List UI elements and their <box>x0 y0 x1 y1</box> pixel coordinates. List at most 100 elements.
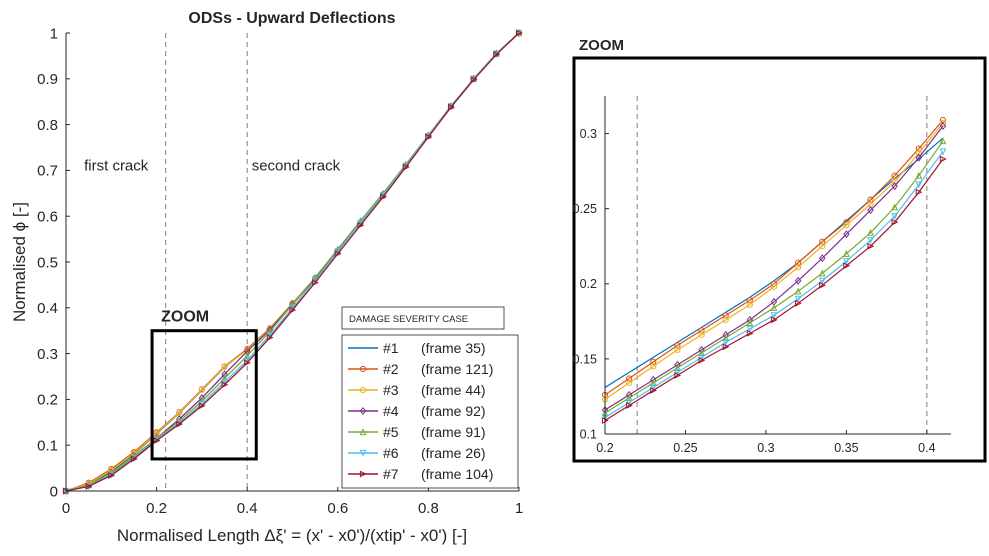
zoom-x-tick-label-4: 0.35 <box>834 441 858 455</box>
zoom-point-5-15 <box>939 137 947 145</box>
zoom-y-tick-label-1: 0.1 <box>580 427 597 441</box>
zoom-point-3-10 <box>819 243 826 250</box>
legend-label-6: #6 <box>383 445 399 461</box>
zoom-x-tick-label-1: 0.2 <box>596 441 613 455</box>
zoom-point-3-2 <box>626 379 633 387</box>
zoom-point-7-10 <box>819 281 826 289</box>
zoom-point-6-13 <box>891 213 899 220</box>
main-point-7-5 <box>153 437 161 445</box>
zoom-point-5-13 <box>891 203 899 211</box>
zoom-point-7-14 <box>915 188 923 196</box>
main-point-7-20 <box>493 51 501 58</box>
zoom-point-7-2 <box>626 402 633 409</box>
main-x-tick-label-3: 0.4 <box>237 500 258 517</box>
zoom-point-6-12 <box>867 237 874 244</box>
zoom-series-7 <box>601 155 947 424</box>
main-point-7-2 <box>85 483 93 490</box>
legend-detail-6: (frame 26) <box>421 445 486 461</box>
zoom-series-line-6 <box>604 151 944 418</box>
legend-entry-4: #4 (frame 92) <box>348 403 486 419</box>
zoom-point-5-11 <box>842 250 850 257</box>
main-point-7-15 <box>380 193 387 201</box>
zoom-point-5-3 <box>649 379 657 387</box>
crack-annotation-2: second crack <box>252 157 341 174</box>
zoom-point-6-10 <box>818 277 826 285</box>
legend-detail-5: (frame 91) <box>421 424 486 440</box>
zoom-point-3-8 <box>770 283 778 290</box>
legend-title-box <box>341 306 505 330</box>
zoom-point-7-11 <box>843 262 851 270</box>
zoom-series-3 <box>601 119 947 403</box>
legend-detail-3: (frame 44) <box>421 382 486 398</box>
legend-entry-3: #3 (frame 44) <box>348 382 486 398</box>
zoom-point-7-9 <box>795 299 802 307</box>
zoom-point-3-3 <box>650 363 657 370</box>
legend-marker-3 <box>359 386 367 394</box>
zoom-point-7-6 <box>722 343 730 351</box>
legend-marker-2 <box>359 365 367 373</box>
zoom-series-5 <box>601 137 947 417</box>
main-point-7-11 <box>289 306 297 314</box>
main-point-7-6 <box>176 420 183 428</box>
zoom-point-3-15 <box>939 119 947 127</box>
legend: DAMAGE SEVERITY CASE #1 (frame 35) #2 (frame… <box>341 306 519 489</box>
zoom-point-4-9 <box>794 276 802 285</box>
main-chart: ODSs - Upward Deflections first crack sec… <box>10 10 523 545</box>
legend-label-7: #7 <box>383 466 399 482</box>
legend-detail-7: (frame 104) <box>421 466 493 482</box>
zoom-point-6-4 <box>674 369 681 377</box>
zoom-point-7-3 <box>650 387 657 394</box>
zoom-point-2-6 <box>722 312 729 319</box>
zoom-series-line-7 <box>604 158 944 421</box>
main-x-tick-label-1: 0 <box>62 500 70 517</box>
main-y-axis-label: Normalised ϕ [-] <box>10 202 29 322</box>
main-point-7-16 <box>402 163 410 171</box>
main-point-3-8 <box>221 363 228 370</box>
zoom-point-2-12 <box>867 196 874 203</box>
legend-title: DAMAGE SEVERITY CASE <box>349 314 468 325</box>
zoom-frame <box>572 56 987 463</box>
legend-detail-1: (frame 35) <box>421 340 486 356</box>
zoom-point-6-9 <box>794 295 802 303</box>
zoom-point-3-4 <box>674 346 681 353</box>
zoom-point-7-12 <box>867 242 875 250</box>
legend-label-1: #1 <box>383 340 399 356</box>
zoom-point-7-15 <box>939 155 947 163</box>
crack-annotation-1: first crack <box>84 157 149 174</box>
legend-label-4: #4 <box>383 403 399 419</box>
legend-entry-2: #2 (frame 121) <box>348 361 493 377</box>
main-y-tick-label-9: 0.8 <box>37 117 58 134</box>
zoom-point-6-7 <box>746 325 754 333</box>
main-y-tick-label-4: 0.3 <box>37 346 58 363</box>
legend-marker-4 <box>359 407 367 415</box>
zoom-point-2-3 <box>650 358 657 365</box>
zoom-y-tick-label-3: 0.2 <box>580 277 597 291</box>
main-y-tick-label-7: 0.6 <box>37 208 58 225</box>
main-y-tick-label-3: 0.2 <box>37 392 58 409</box>
legend-entry-7: #7 (frame 104) <box>348 466 493 482</box>
zoom-point-4-11 <box>843 230 850 239</box>
main-x-tick-label-6: 1 <box>515 500 523 517</box>
main-point-7-21 <box>515 29 523 37</box>
main-point-4-8 <box>221 370 228 379</box>
zoom-series-line-5 <box>604 140 944 414</box>
zoom-point-2-2 <box>626 375 633 382</box>
zoom-point-6-3 <box>649 384 657 392</box>
main-y-tick-label-8: 0.7 <box>37 163 58 180</box>
legend-entry-5: #5 (frame 91) <box>348 424 486 440</box>
zoom-y-tick-label-4: 0.25 <box>573 202 597 216</box>
main-point-6-8 <box>221 378 228 386</box>
zoom-point-5-9 <box>794 287 802 295</box>
zoom-point-7-5 <box>698 356 706 364</box>
main-x-tick-label-2: 0.2 <box>146 500 167 517</box>
main-point-7-3 <box>108 472 116 479</box>
zoom-point-3-9 <box>795 264 802 271</box>
main-chart-title: ODSs - Upward Deflections <box>188 10 395 27</box>
main-point-7-19 <box>470 76 478 84</box>
legend-label-2: #2 <box>383 361 399 377</box>
main-series-7 <box>62 29 523 495</box>
zoom-point-6-14 <box>915 181 923 189</box>
zoom-point-6-15 <box>939 148 947 156</box>
zoom-point-7-8 <box>770 316 778 324</box>
zoom-point-2-7 <box>746 297 753 304</box>
